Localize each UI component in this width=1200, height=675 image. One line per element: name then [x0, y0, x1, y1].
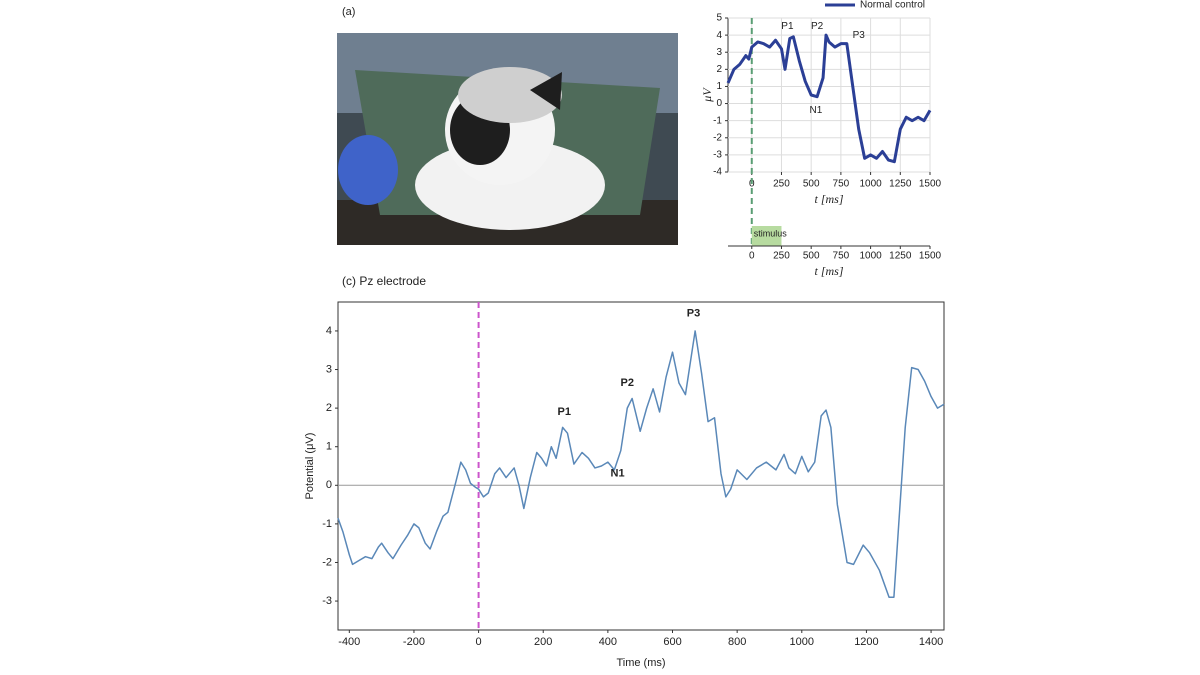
- x-tick-label: 750: [833, 251, 850, 262]
- x-tick-label: 0: [749, 251, 755, 262]
- y-tick-label: 4: [716, 30, 722, 41]
- x-tick-label: 1000: [790, 636, 814, 648]
- peak-label: P2: [621, 377, 634, 389]
- y-axis-label: Potential (μV): [304, 433, 316, 500]
- x-tick-label: 250: [773, 251, 790, 262]
- x-tick-label: 0: [749, 179, 755, 190]
- y-tick-label: -2: [322, 556, 332, 568]
- x-tick-label: 1250: [889, 251, 912, 262]
- x-tick-label: 800: [728, 636, 746, 648]
- plot-frame: [337, 301, 945, 631]
- y-tick-label: -1: [322, 518, 332, 530]
- panel-label: (a): [342, 6, 355, 18]
- y-tick-label: -2: [713, 132, 722, 143]
- stimulus-span: [751, 226, 782, 246]
- peak-label: P1: [558, 406, 571, 418]
- x-tick-label: 600: [663, 636, 681, 648]
- x-tick-label: 1200: [854, 636, 878, 648]
- y-tick-label: 0: [716, 98, 722, 109]
- peak-label: N1: [810, 105, 823, 116]
- peak-label: P1: [781, 21, 794, 32]
- peak-label: P2: [811, 21, 824, 32]
- x-tick-label: 1400: [919, 636, 943, 648]
- x-tick-label: 1000: [859, 251, 882, 262]
- x-tick-label: 500: [803, 179, 820, 190]
- x-tick-label: 750: [833, 179, 850, 190]
- y-tick-label: 1: [326, 441, 332, 453]
- x-tick-label: 500: [803, 251, 820, 262]
- x-tick-label: 1500: [919, 179, 942, 190]
- data-line: [726, 33, 932, 164]
- y-tick-label: -4: [713, 167, 722, 178]
- y-tick-label: 1: [716, 81, 722, 92]
- chart-title: (c) Pz electrode: [342, 274, 426, 288]
- y-tick-label: 3: [716, 47, 722, 58]
- stimulus-label: stimulus: [754, 228, 788, 238]
- y-tick-label: 2: [326, 402, 332, 414]
- y-tick-label: 2: [716, 64, 722, 75]
- peak-label: P3: [853, 30, 866, 41]
- x-tick-label: 1500: [919, 251, 942, 262]
- data-line: [337, 330, 945, 598]
- y-tick-label: 4: [326, 325, 332, 337]
- y-tick-label: 0: [326, 479, 332, 491]
- x-tick-label: 1250: [889, 179, 912, 190]
- legend-label: Normal control: [860, 0, 925, 11]
- x-axis-label: t [ms]: [814, 192, 843, 206]
- y-tick-label: 3: [326, 363, 332, 375]
- y-tick-label: -3: [322, 595, 332, 607]
- x-tick-label: 400: [599, 636, 617, 648]
- x-tick-label: -400: [338, 636, 360, 648]
- photo: [337, 33, 678, 245]
- y-tick-label: -1: [713, 115, 722, 126]
- peak-label: N1: [611, 468, 625, 480]
- x-tick-label: 1000: [859, 179, 882, 190]
- y-axis-label: μV: [700, 87, 714, 103]
- x-axis-label: t [ms]: [814, 264, 843, 278]
- x-tick-label: -200: [403, 636, 425, 648]
- x-tick-label: 250: [773, 179, 790, 190]
- x-tick-label: 0: [476, 636, 482, 648]
- peak-label: P3: [687, 307, 700, 319]
- x-axis-label: Time (ms): [616, 657, 665, 669]
- y-tick-label: -3: [713, 150, 722, 161]
- y-tick-label: 5: [716, 13, 722, 24]
- x-tick-label: 200: [534, 636, 552, 648]
